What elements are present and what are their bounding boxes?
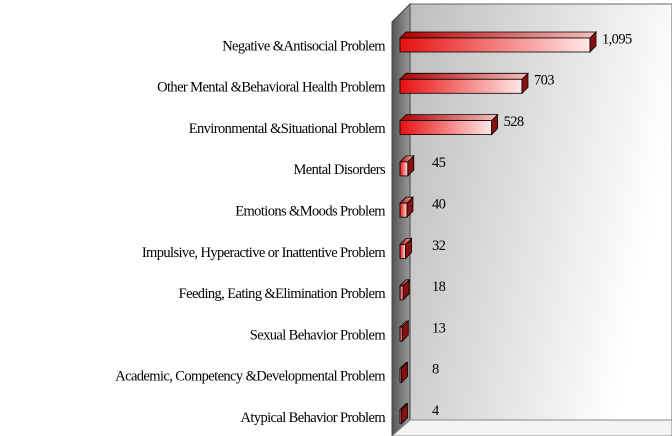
bar-side [401,402,408,425]
bar [399,361,409,384]
category-label: Impulsive, Hyperactive or Inattentive Pr… [142,245,387,261]
value-label: 13 [432,320,446,336]
bar-side [401,361,408,384]
value-label: 8 [432,362,439,378]
bar [399,31,597,53]
category-label: Emotions &Moods Problem [235,204,386,220]
category-label: Environmental &Situational Problem [189,121,387,137]
bar [399,196,414,219]
bar-side [406,196,414,219]
bar-side [402,278,410,301]
bar [399,72,529,95]
bar-face [399,161,409,177]
bar-top [399,31,597,39]
category-label: Feeding, Eating &Elimination Problem [179,286,387,302]
back-wall [409,3,672,421]
bar-face [399,285,404,301]
bar-side [401,320,409,343]
category-label: Sexual Behavior Problem [250,327,387,343]
bar-face [399,37,591,53]
bar [399,320,410,343]
value-label: 1,095 [602,31,632,47]
bar-side [589,31,597,53]
bar [399,278,411,301]
bar [399,237,413,260]
floor [391,419,672,436]
value-label: 32 [432,238,446,254]
bar [399,402,409,425]
bar-face [399,244,406,259]
value-label: 45 [432,155,446,171]
bar-top [399,114,499,121]
bar-top [399,72,529,80]
category-label: Mental Disorders [294,162,386,178]
bar-side [521,72,529,95]
category-label: Other Mental &Behavioral Health Problem [157,80,386,96]
value-label: 703 [534,73,554,89]
value-label: 4 [432,403,440,419]
bar [399,154,415,177]
value-label: 40 [432,197,446,213]
category-label: Atypical Behavior Problem [241,410,387,426]
bar-face [399,120,493,135]
bar [399,113,499,136]
category-label: Academic, Competency &Developmental Prob… [115,369,386,385]
bar-side [405,237,412,260]
bar-face [399,78,523,94]
bar-side [491,113,499,136]
bar-side [407,154,415,177]
value-label: 18 [432,279,446,295]
value-label: 528 [504,114,524,130]
bar-face [399,202,408,218]
category-label: Negative &Antisocial Problem [222,38,386,54]
